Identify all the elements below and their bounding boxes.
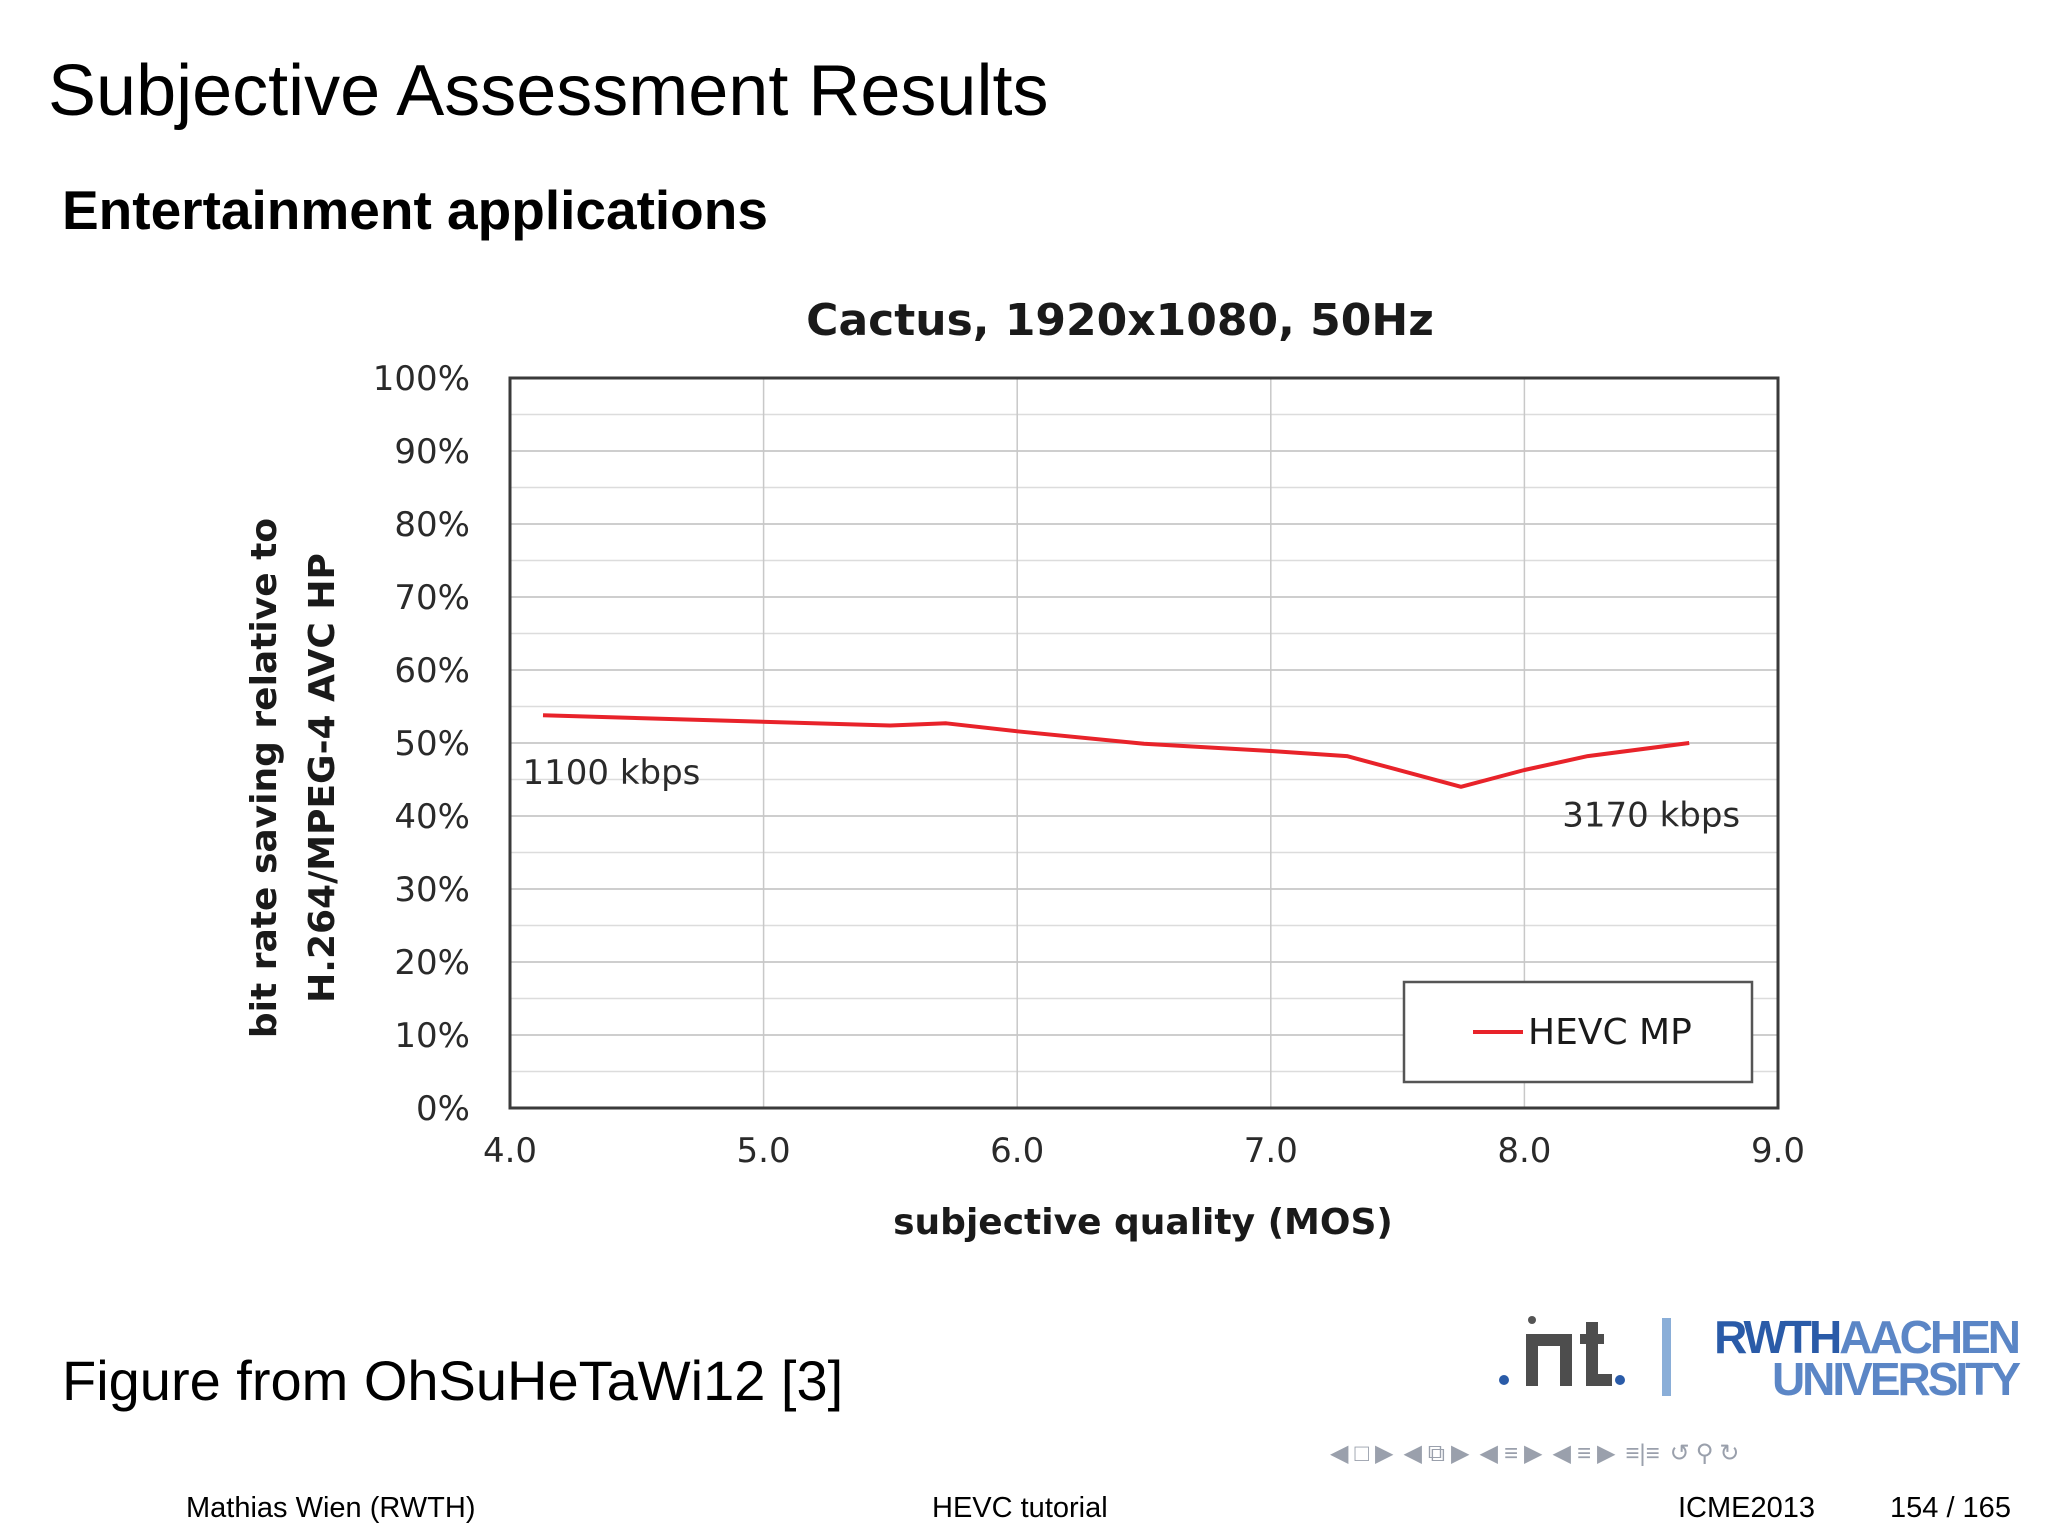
nav-frame-group: ◀ □ ▶ [1330,1442,1393,1466]
y-tick-labels: 0% 10% 20% 30% 40% 50% 60% 70% 80% 90% 100% [373,359,470,1129]
chart-legend: HEVC MP [1402,980,1754,1084]
y-tick-label: 70% [394,578,470,618]
x-tick-label: 7.0 [1244,1131,1298,1171]
annotation-label: 3170 kbps [1562,796,1740,836]
slide-footer: Mathias Wien (RWTH) HEVC tutorial ICME20… [0,1492,2048,1536]
rwth-logo-line2: UNIVERSITY [1771,1353,2021,1405]
nav-align-icon[interactable]: ≡|≡ [1625,1440,1660,1467]
x-tick-label: 9.0 [1751,1131,1805,1171]
nav-subsection-group: ◀ ⧉ ▶ [1403,1442,1469,1466]
y-tick-label: 60% [394,651,470,691]
chart-annotations: 1100 kbps 3170 kbps [522,753,1740,835]
y-tick-label: 20% [394,943,470,983]
y-tick-label: 100% [373,359,470,399]
footer-event: ICME2013 [1678,1492,1816,1524]
chart-gridlines [510,378,1778,1108]
footer-page-number: 154 / 165 [1890,1492,2011,1524]
nav-back-icon[interactable]: ↺ [1669,1440,1690,1467]
nav-section-list-icon[interactable]: ≡ [1576,1440,1591,1467]
beamer-navigation-bar: ◀ □ ▶ ◀ ⧉ ▶ ◀ ≡ ▶ ◀ ≡ ▶ ≡|≡ ↺ ⚲ ↻ [1330,1436,1739,1472]
nav-section-icon[interactable]: ≡ [1503,1440,1518,1467]
figure-caption: Figure from OhSuHeTaWi12 [3] [62,1349,844,1412]
nav-left-arrow-icon[interactable]: ◀ [1330,1440,1349,1467]
annotation-label: 1100 kbps [522,753,700,793]
nav-frame-icon[interactable]: □ [1354,1440,1369,1467]
y-tick-label: 0% [416,1089,470,1129]
x-tick-label: 6.0 [990,1131,1044,1171]
logo-separator [1662,1318,1671,1396]
series-lines [542,713,1690,789]
x-tick-label: 4.0 [483,1131,537,1171]
nav-search-group: ↺ ⚲ ↻ [1670,1442,1740,1466]
rwth-aachen-logo: RWTHAACHEN UNIVERSITY [1710,1311,2021,1405]
rwth-logo-bold: RWTH [1714,1311,1842,1363]
plot-area-frame [508,376,1780,1110]
nav-subsection-icon[interactable]: ⧉ [1427,1440,1446,1467]
x-tick-label: 5.0 [737,1131,791,1171]
nav-section-group: ◀ ≡ ▶ [1480,1442,1543,1466]
slide-subtitle: Entertainment applications [62,179,768,241]
legend-box [1402,980,1754,1084]
y-axis-label-line2: H.264/MPEG-4 AVC HP [302,553,343,1003]
rwth-logo-line1: RWTHAACHEN [1714,1311,2021,1363]
footer-author: Mathias Wien (RWTH) [186,1492,476,1524]
nav-left-arrow-icon[interactable]: ◀ [1552,1440,1571,1467]
y-tick-label: 30% [394,870,470,910]
nav-left-arrow-icon[interactable]: ◀ [1479,1440,1498,1467]
y-tick-label: 80% [394,505,470,545]
footer-title: HEVC tutorial [932,1492,1108,1524]
x-axis-label: subjective quality (MOS) [893,1202,1393,1243]
chart-title: Cactus, 1920x1080, 50Hz [806,295,1434,346]
rwth-logo-light: AACHEN [1839,1311,2021,1363]
y-tick-label: 90% [394,432,470,472]
y-tick-label: 10% [394,1016,470,1056]
nav-search-icon[interactable]: ⚲ [1695,1440,1714,1467]
y-tick-label: 40% [394,797,470,837]
nav-forward-icon[interactable]: ↻ [1719,1440,1740,1467]
bitrate-saving-chart: 0% 10% 20% 30% 40% 50% 60% 70% 80% 90% 100% 4.0 5.0… [244,295,1805,1243]
slide-title: Subjective Assessment Results [48,51,1049,131]
x-tick-label: 8.0 [1497,1131,1551,1171]
nav-part-group: ◀ ≡ ▶ [1552,1442,1615,1466]
nav-right-arrow-icon[interactable]: ▶ [1451,1440,1470,1467]
nav-align-group: ≡|≡ [1625,1442,1659,1466]
series-line-hevc-mp [542,713,1690,789]
int-logo [1499,1316,1625,1386]
y-axis-label-line1: bit rate saving relative to [244,518,285,1038]
nav-left-arrow-icon[interactable]: ◀ [1403,1440,1422,1467]
x-tick-labels: 4.0 5.0 6.0 7.0 8.0 9.0 [483,1131,1805,1171]
legend-label-hevc-mp: HEVC MP [1528,1012,1692,1053]
nav-right-arrow-icon[interactable]: ▶ [1596,1440,1616,1467]
nav-right-arrow-icon[interactable]: ▶ [1524,1440,1543,1467]
nav-right-arrow-icon[interactable]: ▶ [1374,1440,1394,1467]
y-tick-label: 50% [394,724,470,764]
